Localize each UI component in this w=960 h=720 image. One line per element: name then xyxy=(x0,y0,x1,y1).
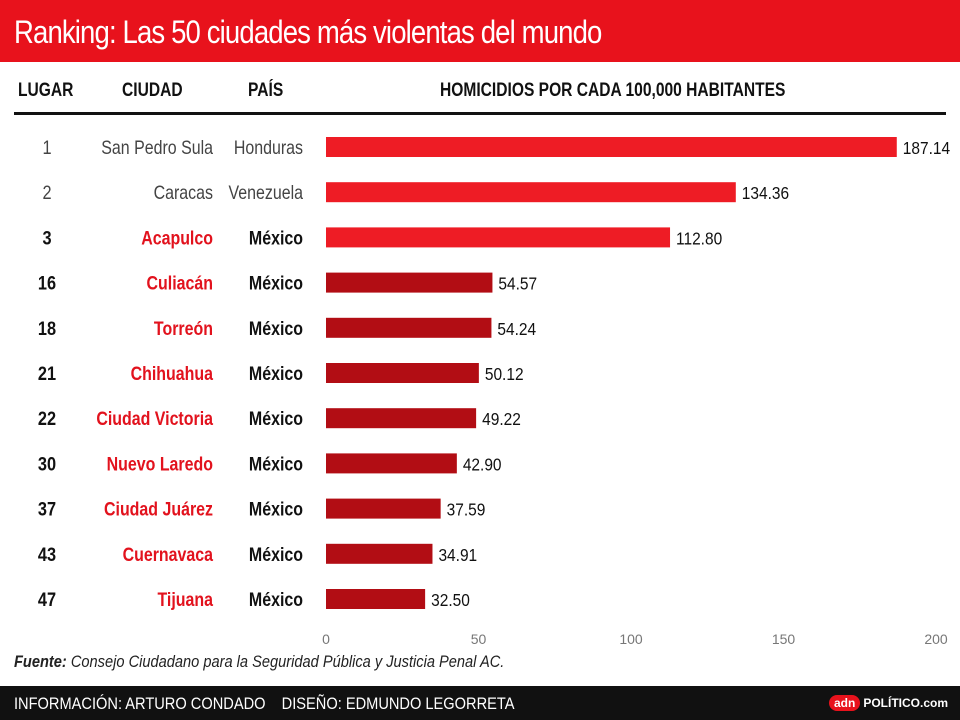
footer-bar: INFORMACIÓN: ARTURO CONDADO DISEÑO: EDMU… xyxy=(0,686,960,720)
country-label: México xyxy=(249,408,303,430)
country-label: México xyxy=(249,363,303,385)
title-bar: Ranking: Las 50 ciudades más violentas d… xyxy=(0,0,960,62)
city-label: San Pedro Sula xyxy=(101,137,213,159)
value-label: 42.90 xyxy=(463,454,502,474)
city-label: Ciudad Juárez xyxy=(104,498,213,520)
x-tick-label: 50 xyxy=(471,631,487,647)
column-header-country: PAÍS xyxy=(248,80,284,101)
city-label: Ciudad Victoria xyxy=(96,408,213,430)
x-tick-label: 100 xyxy=(619,631,643,647)
x-tick-label: 150 xyxy=(772,631,796,647)
rank-label: 43 xyxy=(38,544,56,565)
page-title: Ranking: Las 50 ciudades más violentas d… xyxy=(14,14,602,50)
value-label: 34.91 xyxy=(438,545,477,565)
logo-text: POLÍTICO.com xyxy=(863,696,948,710)
logo-badge: adn xyxy=(828,695,861,711)
column-header-city: CIUDAD xyxy=(122,80,183,101)
country-label: Venezuela xyxy=(229,182,304,204)
x-tick-label: 200 xyxy=(924,631,948,647)
city-label: Tijuana xyxy=(157,589,213,611)
city-label: Acapulco xyxy=(141,227,213,249)
credits: INFORMACIÓN: ARTURO CONDADO DISEÑO: EDMU… xyxy=(14,694,515,714)
x-tick-label: 0 xyxy=(322,631,330,647)
country-label: México xyxy=(249,589,303,611)
rank-label: 3 xyxy=(42,227,51,248)
bar xyxy=(326,498,441,519)
column-header-rank: LUGAR xyxy=(18,80,74,101)
rank-label: 2 xyxy=(42,182,51,203)
city-label: Chihuahua xyxy=(131,363,214,385)
city-label: Nuevo Laredo xyxy=(107,453,214,475)
country-label: México xyxy=(249,498,303,520)
value-label: 54.57 xyxy=(498,274,537,294)
value-label: 49.22 xyxy=(482,409,521,429)
value-label: 134.36 xyxy=(742,183,789,203)
country-label: México xyxy=(249,272,303,294)
country-label: México xyxy=(249,227,303,249)
country-label: Honduras xyxy=(234,137,303,159)
value-label: 50.12 xyxy=(485,364,524,384)
source-note: Fuente: Consejo Ciudadano para la Seguri… xyxy=(14,652,504,672)
rank-label: 37 xyxy=(38,498,56,519)
credit-info: INFORMACIÓN: ARTURO CONDADO xyxy=(14,694,266,713)
rank-label: 30 xyxy=(38,453,56,474)
bar xyxy=(326,543,433,564)
value-label: 112.80 xyxy=(676,228,722,248)
rank-label: 22 xyxy=(38,408,56,429)
value-label: 54.24 xyxy=(497,319,536,339)
value-label: 187.14 xyxy=(903,138,950,158)
country-label: México xyxy=(249,453,303,475)
rank-label: 21 xyxy=(38,363,56,384)
country-label: México xyxy=(249,543,303,565)
city-label: Caracas xyxy=(154,182,214,204)
bar xyxy=(326,589,426,609)
bar xyxy=(326,182,736,203)
city-label: Culiacán xyxy=(147,272,213,294)
city-label: Torreón xyxy=(154,317,213,339)
value-label: 32.50 xyxy=(431,590,470,610)
rank-label: 18 xyxy=(38,318,56,339)
source-label: Fuente: xyxy=(14,652,67,671)
source-text: Consejo Ciudadano para la Seguridad Públ… xyxy=(70,652,505,671)
bar xyxy=(326,408,477,429)
column-header-value: HOMICIDIOS POR CADA 100,000 HABITANTES xyxy=(440,80,786,101)
value-label: 37.59 xyxy=(447,500,486,520)
country-label: México xyxy=(249,317,303,339)
bar xyxy=(326,453,457,474)
bar xyxy=(326,272,493,293)
credit-design: DISEÑO: EDMUNDO LEGORRETA xyxy=(281,694,515,713)
bar xyxy=(326,363,479,383)
rank-label: 47 xyxy=(38,589,56,610)
rank-label: 1 xyxy=(42,137,51,158)
rank-label: 16 xyxy=(38,272,56,293)
header-divider xyxy=(14,112,946,115)
adn-politico-logo: adn POLÍTICO.com xyxy=(828,693,948,713)
city-label: Cuernavaca xyxy=(123,543,214,565)
bar xyxy=(326,317,492,338)
bar xyxy=(326,227,671,248)
bar xyxy=(326,137,897,157)
